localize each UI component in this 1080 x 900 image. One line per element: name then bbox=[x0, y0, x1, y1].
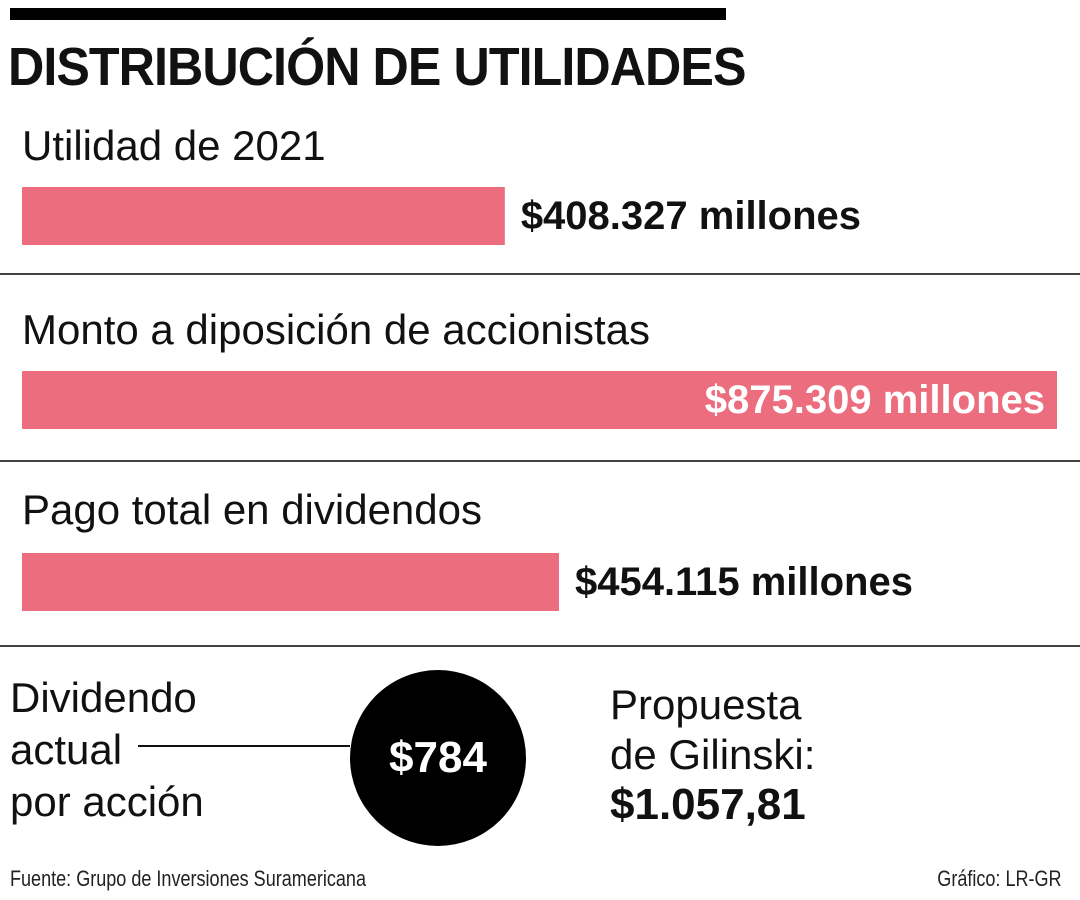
category-label-utilidad: Utilidad de 2021 bbox=[22, 122, 326, 169]
dividend-label: Dividendo actual por acción bbox=[10, 672, 204, 828]
value-label-0: $408.327 millones bbox=[521, 194, 861, 238]
proposal-label-line: Propuesta bbox=[610, 681, 802, 728]
connector-line bbox=[138, 745, 350, 747]
category-label-monto: Monto a diposición de accionistas bbox=[22, 306, 651, 353]
bar-1 bbox=[22, 371, 1057, 429]
category-label-pago: Pago total en dividendos bbox=[22, 486, 483, 533]
dividend-circle: $784 bbox=[350, 670, 526, 846]
dividend-label-line: Dividendo bbox=[10, 674, 197, 721]
graphic-credit: Gráfico: LR-GR bbox=[937, 866, 1062, 891]
dividend-label-line: por acción bbox=[10, 778, 204, 825]
source-note: Fuente: Grupo de Inversiones Suramerican… bbox=[10, 866, 366, 891]
value-label-2: $454.115 millones bbox=[575, 560, 913, 604]
chart-title: DISTRIBUCIÓN DE UTILIDADES bbox=[8, 37, 746, 97]
divider bbox=[0, 645, 1080, 647]
divider bbox=[0, 460, 1080, 462]
value-label-1: $875.309 millones bbox=[705, 378, 1045, 422]
dividend-label-line: actual bbox=[10, 726, 123, 773]
bar-chart: $408.327 millones $875.309 millones $454.1… bbox=[22, 187, 1057, 611]
proposal-label-line: de Gilinski: bbox=[610, 731, 816, 778]
top-rule bbox=[10, 8, 726, 20]
proposal-value: $1.057,81 bbox=[610, 780, 806, 829]
divider bbox=[0, 273, 1080, 275]
bar-2 bbox=[22, 553, 559, 611]
dividend-value: $784 bbox=[389, 733, 487, 782]
bar-0 bbox=[22, 187, 505, 245]
proposal: Propuesta de Gilinski: $1.057,81 bbox=[610, 680, 815, 830]
